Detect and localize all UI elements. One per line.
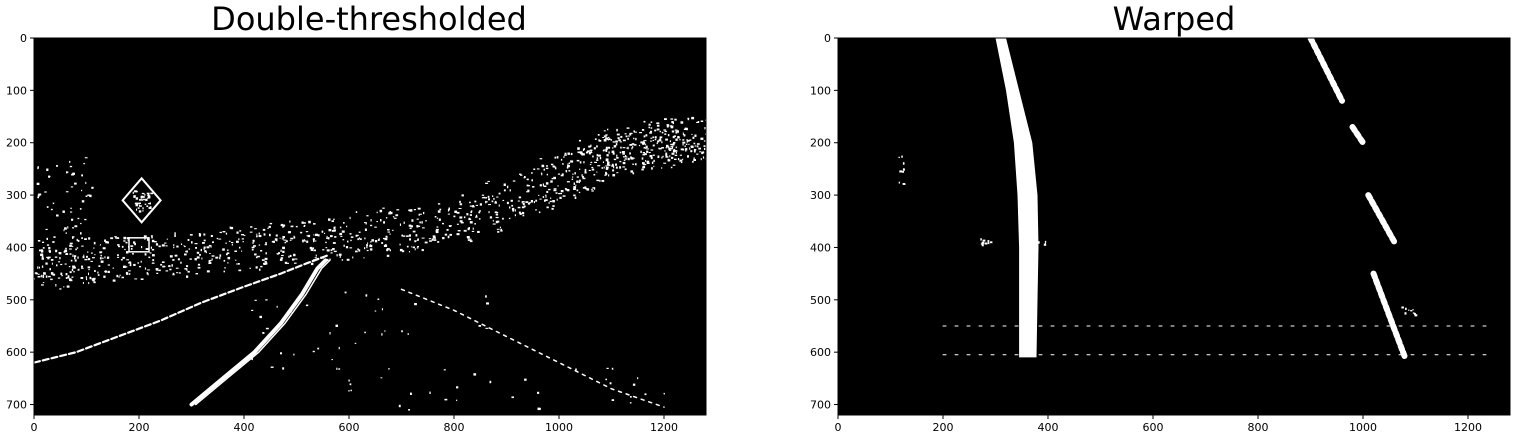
y-tick-label: 0 [20, 32, 27, 45]
x-tick-label: 1200 [1454, 421, 1482, 434]
warped-right-lane-segment [1365, 192, 1398, 246]
y-tick-label: 200 [6, 137, 27, 150]
vegetation-texture [223, 226, 268, 271]
x-tick-label: 1000 [1349, 421, 1377, 434]
panel-2: Warped 0 200 400 600 800 1000 1200 0 100 200 300 400… [810, 0, 1511, 434]
y-tick-label: 600 [6, 346, 27, 359]
vegetation-texture [550, 152, 595, 197]
vegetation-texture [327, 216, 373, 261]
x-tick-label: 0 [31, 421, 38, 434]
x-tick-label: 200 [129, 421, 150, 434]
x-tick-label: 0 [835, 421, 842, 434]
image-area [838, 38, 1510, 415]
x-tick-label: 400 [234, 421, 255, 434]
vegetation-texture [616, 127, 658, 171]
vegetation-texture [664, 118, 706, 162]
axes-frame [837, 37, 1511, 416]
x-tick-label: 1200 [650, 421, 678, 434]
sign-diamond [121, 176, 162, 224]
chart-title: Warped [1113, 0, 1236, 38]
image-content [34, 116, 706, 415]
y-tick-label: 400 [6, 241, 27, 254]
y-tick-label: 300 [810, 189, 831, 202]
vegetation-texture [538, 158, 580, 203]
left-lane-line [34, 254, 330, 364]
vegetation-texture [458, 192, 503, 233]
image-area [34, 38, 706, 415]
panel-1: Double-thresholded 0 200 400 600 800 1000 1200 0… [6, 0, 707, 434]
y-tick-label: 700 [6, 399, 27, 412]
image-content [898, 38, 1490, 361]
vegetation-texture [37, 248, 96, 290]
noise-blob [1401, 306, 1418, 317]
noise-blob [1031, 240, 1047, 246]
noise-blob [980, 238, 993, 247]
noise-blob [898, 155, 906, 185]
x-tick-label: 600 [1143, 421, 1164, 434]
axes-frame [33, 37, 707, 416]
vegetation-texture [36, 157, 94, 235]
vegetation-texture [485, 178, 531, 224]
y-tick-label: 0 [824, 32, 831, 45]
vegetation-texture [143, 235, 189, 278]
warped-left-lane [995, 38, 1039, 358]
right-lane-line-edge [194, 259, 331, 406]
x-tick-label: 600 [339, 421, 360, 434]
vegetation-texture [577, 139, 622, 178]
y-tick-label: 100 [6, 84, 27, 97]
chart-title: Double-thresholded [211, 0, 527, 38]
y-tick-label: 700 [810, 399, 831, 412]
vegetation-texture [199, 231, 242, 273]
vegetation-texture [674, 116, 706, 163]
warped-right-lane-segment [1370, 270, 1408, 361]
vegetation-texture [379, 207, 425, 253]
warped-right-lane-segment [1349, 124, 1366, 146]
road-right-edge [400, 288, 665, 408]
y-tick-label: 600 [810, 346, 831, 359]
road-noise [348, 367, 665, 415]
y-tick-label: 400 [810, 241, 831, 254]
vegetation-texture [276, 220, 318, 266]
sign-texture [132, 190, 154, 213]
road-noise [251, 291, 489, 371]
vegetation-texture [514, 168, 557, 214]
sign-plate [128, 237, 150, 253]
y-tick-label: 200 [810, 137, 831, 150]
x-tick-label: 800 [1248, 421, 1269, 434]
vegetation-texture [91, 236, 138, 282]
x-tick-label: 200 [933, 421, 954, 434]
right-lane-line [189, 258, 328, 407]
y-tick-label: 500 [6, 294, 27, 307]
y-tick-label: 500 [810, 294, 831, 307]
x-tick-label: 400 [1038, 421, 1059, 434]
vegetation-texture [406, 207, 452, 249]
x-tick-label: 1000 [545, 421, 573, 434]
y-tick-label: 100 [810, 84, 831, 97]
y-tick-label: 300 [6, 189, 27, 202]
x-tick-label: 800 [444, 421, 465, 434]
warped-right-lane-segment [1307, 38, 1345, 104]
